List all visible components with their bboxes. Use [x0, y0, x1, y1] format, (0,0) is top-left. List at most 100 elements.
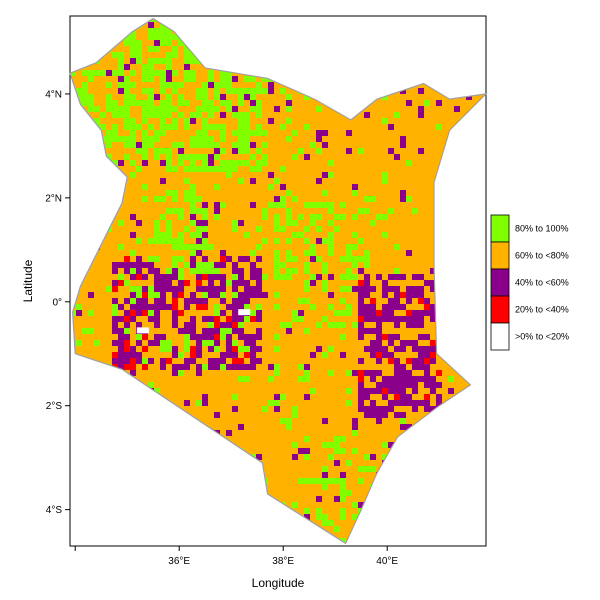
raster-cell — [400, 304, 406, 310]
raster-cell — [352, 502, 358, 508]
raster-cell — [292, 316, 298, 322]
raster-cell — [208, 334, 214, 340]
raster-cell — [220, 256, 226, 262]
raster-cell — [190, 142, 196, 148]
raster-cell — [280, 274, 286, 280]
raster-cell — [154, 280, 160, 286]
raster-cell — [424, 334, 430, 340]
raster-cell — [214, 94, 220, 100]
raster-cell — [160, 304, 166, 310]
raster-cell — [214, 412, 220, 418]
raster-cell — [190, 214, 196, 220]
raster-cell — [292, 310, 298, 316]
raster-cell — [256, 82, 262, 88]
raster-cell — [232, 358, 238, 364]
raster-cell — [208, 106, 214, 112]
raster-cell — [226, 166, 232, 172]
raster-cell — [424, 352, 430, 358]
raster-cell — [316, 238, 322, 244]
raster-cell — [232, 352, 238, 358]
raster-cell — [382, 232, 388, 238]
raster-cell — [130, 304, 136, 310]
raster-cell — [220, 286, 226, 292]
raster-cell — [376, 334, 382, 340]
raster-cell — [190, 76, 196, 82]
raster-cell — [214, 106, 220, 112]
raster-cell — [160, 178, 166, 184]
raster-cell — [232, 142, 238, 148]
raster-cell — [382, 346, 388, 352]
raster-cell — [424, 100, 430, 106]
raster-cell — [190, 136, 196, 142]
raster-cell — [376, 274, 382, 280]
raster-cell — [370, 286, 376, 292]
raster-cell — [250, 88, 256, 94]
raster-cell — [256, 112, 262, 118]
raster-cell — [238, 88, 244, 94]
raster-cell — [172, 364, 178, 370]
raster-cell — [304, 262, 310, 268]
raster-cell — [274, 214, 280, 220]
raster-cell — [172, 46, 178, 52]
raster-cell — [358, 238, 364, 244]
raster-cell — [328, 202, 334, 208]
raster-cell — [424, 346, 430, 352]
raster-cell — [274, 238, 280, 244]
raster-cell — [316, 496, 322, 502]
raster-cell — [220, 82, 226, 88]
raster-cell — [160, 106, 166, 112]
raster-cell — [424, 298, 430, 304]
raster-cell — [208, 292, 214, 298]
raster-cell — [412, 286, 418, 292]
raster-cell — [196, 142, 202, 148]
raster-cell — [178, 370, 184, 376]
raster-cell — [286, 118, 292, 124]
raster-cell — [184, 298, 190, 304]
raster-cell — [340, 448, 346, 454]
raster-cell — [364, 250, 370, 256]
raster-cell — [328, 454, 334, 460]
raster-cell — [208, 244, 214, 250]
raster-cell — [244, 304, 250, 310]
raster-cell — [262, 160, 268, 166]
raster-cell — [172, 292, 178, 298]
raster-cell — [112, 358, 118, 364]
raster-cell — [202, 208, 208, 214]
raster-cell — [136, 238, 142, 244]
raster-cell — [130, 136, 136, 142]
raster-cell — [244, 364, 250, 370]
raster-cell — [226, 304, 232, 310]
raster-cell — [340, 202, 346, 208]
raster-cell — [274, 334, 280, 340]
raster-cell — [196, 262, 202, 268]
raster-cell — [334, 322, 340, 328]
raster-cell — [232, 88, 238, 94]
raster-cell — [352, 370, 358, 376]
raster-cell — [184, 346, 190, 352]
raster-cell — [376, 328, 382, 334]
raster-cell — [256, 286, 262, 292]
raster-cell — [328, 346, 334, 352]
raster-cell — [166, 52, 172, 58]
raster-cell — [202, 94, 208, 100]
raster-cell — [178, 100, 184, 106]
raster-cell — [388, 352, 394, 358]
raster-cell — [130, 274, 136, 280]
raster-cell — [184, 64, 190, 70]
raster-cell — [292, 412, 298, 418]
raster-cell — [346, 130, 352, 136]
raster-cell — [328, 322, 334, 328]
raster-cell — [196, 352, 202, 358]
raster-cell — [364, 196, 370, 202]
raster-cell — [388, 286, 394, 292]
raster-cell — [172, 106, 178, 112]
raster-cell — [400, 196, 406, 202]
raster-cell — [202, 400, 208, 406]
raster-cell — [274, 400, 280, 406]
raster-cell — [430, 388, 436, 394]
raster-cell — [430, 382, 436, 388]
raster-cell — [148, 262, 154, 268]
raster-cell — [232, 76, 238, 82]
raster-cell — [178, 154, 184, 160]
raster-cell — [340, 298, 346, 304]
